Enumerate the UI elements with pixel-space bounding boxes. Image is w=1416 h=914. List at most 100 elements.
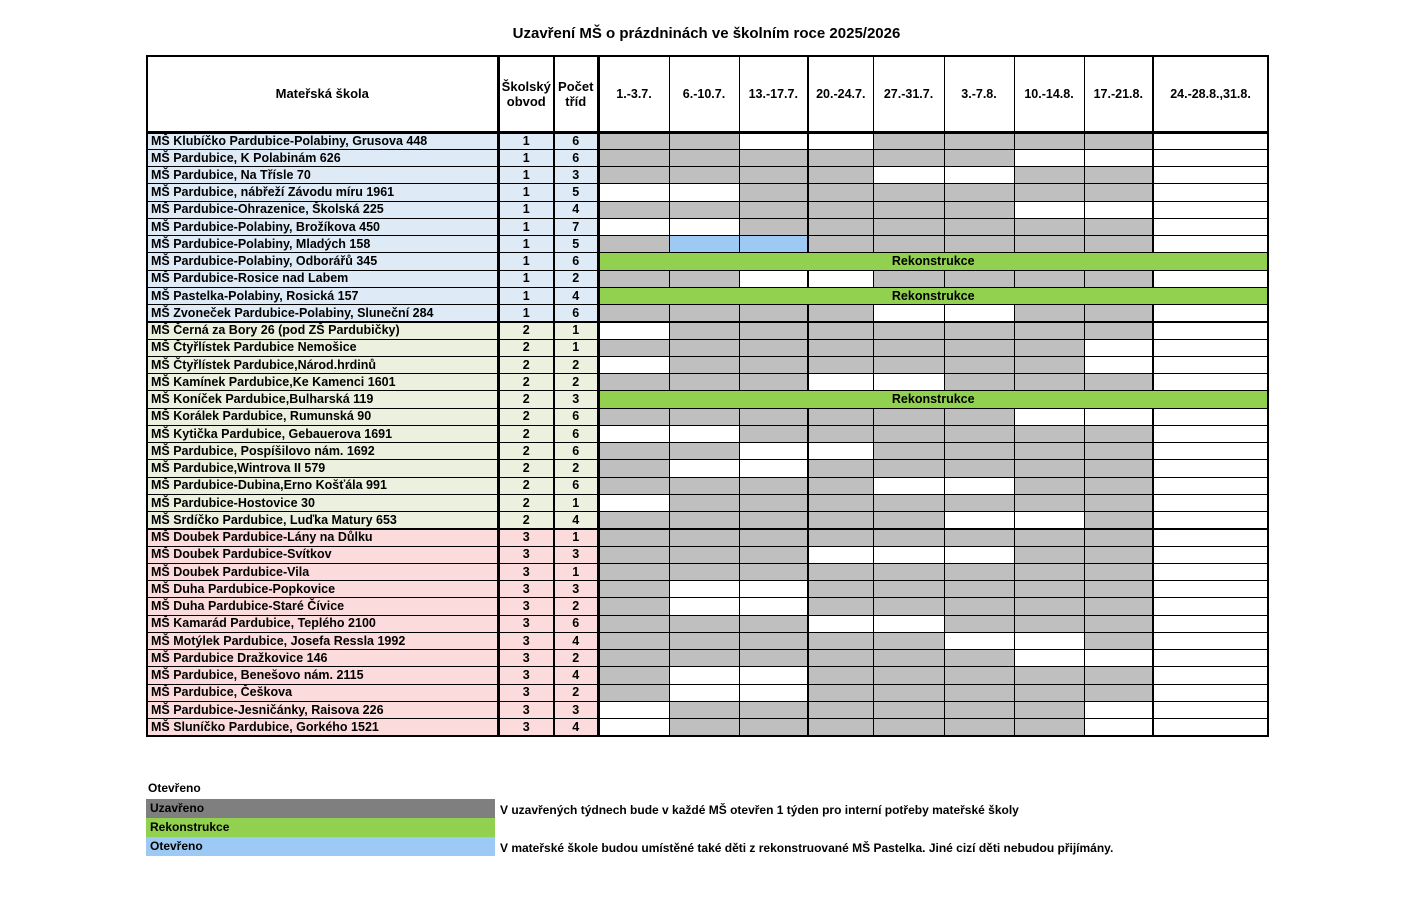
week-cell-closed: [668, 372, 740, 392]
week-cell-closed: [807, 338, 874, 357]
school-name-cell: MŠ Kamínek Pardubice,Ke Kamenci 1601: [146, 372, 499, 392]
week-cell-open: [1152, 269, 1269, 288]
week-cell-closed: [807, 217, 874, 237]
week-cell-open: [943, 476, 1015, 495]
week-cell-closed: [596, 407, 670, 426]
week-cell-closed: [668, 355, 740, 375]
week-cell-closed: [872, 579, 945, 599]
week-cell-closed: [668, 562, 740, 582]
classes-cell: 6: [553, 252, 599, 271]
week-cell-closed: [596, 648, 670, 668]
week-cell-closed: [1013, 372, 1085, 392]
table-row: MŠ Doubek Pardubice-Svítkov 3 3: [146, 545, 1269, 564]
week-cell-closed: [872, 320, 945, 340]
table-row: MŠ Pardubice Dražkovice 146 3 2: [146, 648, 1269, 668]
week-cell-closed: [738, 303, 809, 323]
week-cell-special: [738, 234, 809, 254]
district-cell: 3: [496, 631, 555, 651]
week-cell-closed: [1013, 217, 1085, 237]
week-cell-open: [872, 303, 945, 323]
district-cell: 3: [496, 597, 555, 616]
week-cell-open: [1083, 200, 1154, 219]
classes-cell: 5: [553, 234, 599, 254]
school-name-cell: MŠ Kamarád Pardubice, Teplého 2100: [146, 614, 499, 633]
school-name-cell: MŠ Pardubice, Pospíšilovo nám. 1692: [146, 441, 499, 461]
week-cell-closed: [1013, 527, 1085, 547]
table-row: MŠ Motýlek Pardubice, Josefa Ressla 1992…: [146, 631, 1269, 651]
week-cell-closed: [872, 148, 945, 168]
week-cell-closed: [1083, 545, 1154, 564]
week-cell-closed: [943, 700, 1015, 720]
classes-cell: 4: [553, 631, 599, 651]
week-cell-closed: [738, 493, 809, 513]
week-cell-open: [1152, 183, 1269, 202]
week-cell-open: [1152, 303, 1269, 323]
table-row: MŠ Pardubice, K Polabinám 626 1 6: [146, 148, 1269, 168]
week-cell-closed: [1013, 459, 1085, 478]
week-cell-closed: [596, 269, 670, 288]
week-cell-closed: [596, 666, 670, 685]
week-cell-closed: [668, 131, 740, 150]
week-cell-open: [943, 165, 1015, 185]
legend-item-uzavreno: Uzavřeno: [146, 799, 495, 818]
table-row: MŠ Černá za Bory 26 (pod ZŠ Pardubičky) 2…: [146, 320, 1269, 340]
week-cell-open: [1152, 631, 1269, 651]
week-cell-closed: [1013, 700, 1085, 720]
week-cell-closed: [872, 459, 945, 478]
week-cell-closed: [943, 148, 1015, 168]
legend-note-uzavreno: V uzavřených týdnech bude v každé MŠ ote…: [500, 803, 1019, 817]
school-name-cell: MŠ Doubek Pardubice-Svítkov: [146, 545, 499, 564]
rekonstrukce-cell: Rekonstrukce: [596, 390, 1269, 409]
district-cell: 3: [496, 545, 555, 564]
week-cell-open: [738, 441, 809, 461]
week-cell-open: [1152, 355, 1269, 375]
week-cell-closed: [943, 320, 1015, 340]
table-row: MŠ Pardubice, Benešovo nám. 2115 3 4: [146, 666, 1269, 685]
week-cell-closed: [738, 320, 809, 340]
week-cell-closed: [872, 200, 945, 219]
week-cell-open: [1083, 700, 1154, 720]
week-cell-open: [807, 269, 874, 288]
week-cell-closed: [738, 648, 809, 668]
week-cell-open: [943, 631, 1015, 651]
classes-cell: 1: [553, 320, 599, 340]
week-cell-closed: [943, 372, 1015, 392]
week-cell-closed: [872, 217, 945, 237]
week-cell-open: [1152, 700, 1269, 720]
week-cell-closed: [596, 545, 670, 564]
classes-cell: 6: [553, 424, 599, 444]
week-cell-open: [1152, 597, 1269, 616]
week-cell-closed: [807, 700, 874, 720]
week-cell-open: [1083, 407, 1154, 426]
week-cell-closed: [1013, 320, 1085, 340]
school-name-cell: MŠ Pardubice,Wintrova II 579: [146, 459, 499, 478]
week-cell-open: [1152, 614, 1269, 633]
legend-item-rekonstrukce: Rekonstrukce: [146, 818, 495, 837]
week-cell-closed: [596, 200, 670, 219]
week-cell-closed: [807, 234, 874, 254]
week-cell-open: [668, 217, 740, 237]
school-name-cell: MŠ Pardubice, Na Třísle 70: [146, 165, 499, 185]
table-row: MŠ Sluníčko Pardubice, Gorkého 1521 3 4: [146, 717, 1269, 737]
week-cell-closed: [943, 579, 1015, 599]
week-cell-closed: [596, 614, 670, 633]
week-cell-open: [1152, 545, 1269, 564]
week-cell-closed: [807, 683, 874, 702]
week-cell-closed: [668, 527, 740, 547]
week-cell-open: [668, 424, 740, 444]
week-cell-closed: [1013, 562, 1085, 582]
week-cell-closed: [943, 459, 1015, 478]
week-cell-closed: [1083, 217, 1154, 237]
week-cell-closed: [807, 355, 874, 375]
week-cell-closed: [596, 441, 670, 461]
week-cell-closed: [872, 131, 945, 150]
district-cell: 2: [496, 493, 555, 513]
classes-cell: 6: [553, 303, 599, 323]
week-cell-open: [596, 700, 670, 720]
table-row: MŠ Doubek Pardubice-Vila 3 1: [146, 562, 1269, 582]
week-cell-closed: [1013, 545, 1085, 564]
week-cell-open: [1152, 683, 1269, 702]
district-cell: 1: [496, 148, 555, 168]
week-cell-closed: [1013, 131, 1085, 150]
week-cell-closed: [807, 527, 874, 547]
